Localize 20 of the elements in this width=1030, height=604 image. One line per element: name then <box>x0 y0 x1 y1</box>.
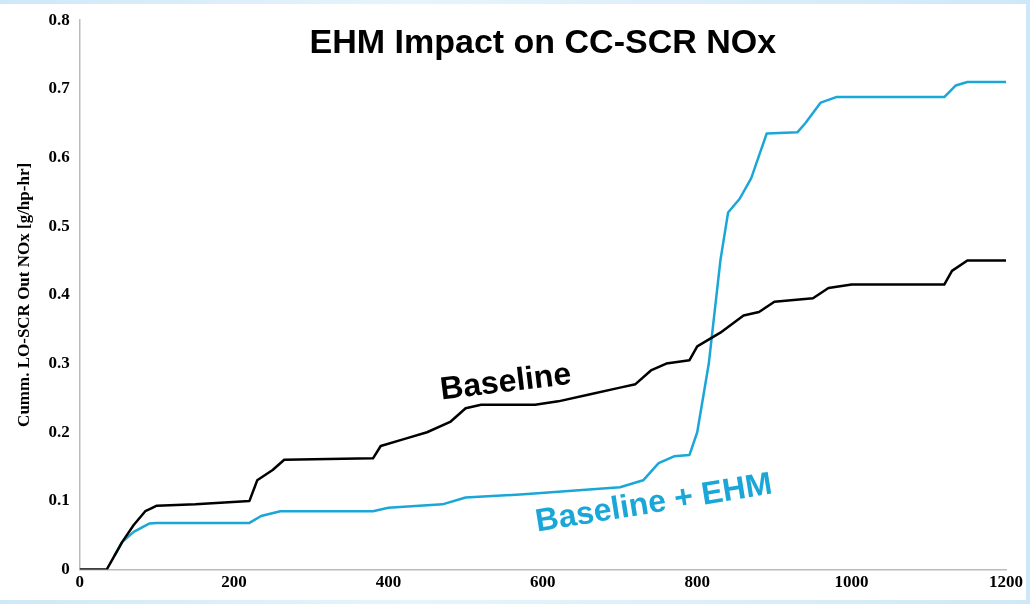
x-tick-label: 200 <box>221 572 247 592</box>
x-tick-label: 1000 <box>834 572 869 592</box>
chart-title: EHM Impact on CC-SCR NOx <box>309 21 777 60</box>
y-tick-label: 0.4 <box>48 284 71 304</box>
x-tick-label: 400 <box>375 572 402 592</box>
text: Baseline <box>438 354 574 407</box>
x-tick-label: 800 <box>684 572 710 592</box>
y-tick-label: 0.1 <box>48 490 70 510</box>
y-tick-label: 0.2 <box>48 421 70 441</box>
text: Baseline + EHM <box>532 464 775 539</box>
y-tick-label: 0.3 <box>48 352 70 372</box>
x-tick-label: 600 <box>530 572 556 592</box>
y-tick-label: 0 <box>61 558 70 578</box>
x-tick-label: 1200 <box>989 572 1023 592</box>
y-tick-label: 0.8 <box>48 9 70 29</box>
y-axis-title: Cumm. LO-SCR Out NOx [g/hp-hr] <box>13 162 33 427</box>
y-tick-label: 0.7 <box>48 78 71 98</box>
y-tick-label: 0.6 <box>48 146 70 166</box>
x-tick-label: 0 <box>75 572 84 592</box>
y-tick-label: 0.5 <box>48 215 70 235</box>
